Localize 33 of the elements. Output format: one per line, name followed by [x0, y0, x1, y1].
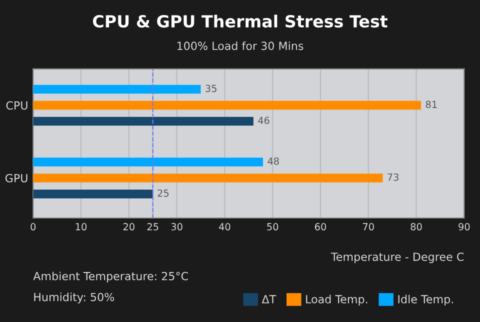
- data-label: 73: [388, 173, 398, 181]
- data-label: 25: [158, 189, 169, 197]
- x-tick-label: 10: [76, 223, 87, 230]
- x-tick-label: 80: [410, 223, 422, 230]
- data-label: 46: [258, 116, 270, 124]
- legend-label: Load Temp.: [306, 294, 368, 306]
- x-tick-label: 25: [147, 223, 158, 230]
- y-tick-label: CPU: [6, 101, 28, 110]
- legend-label: Idle Temp.: [398, 294, 453, 306]
- text: Ambient Temperature: 25°C: [33, 272, 188, 282]
- bar: [33, 158, 264, 166]
- y-tick-label: GPU: [5, 174, 28, 182]
- x-tick-label: 20: [123, 223, 134, 230]
- x-tick-label: 70: [362, 223, 374, 230]
- data-label: 81: [426, 100, 437, 108]
- chart-title: CPU & GPU Thermal Stress Test: [92, 14, 388, 28]
- data-label: 48: [268, 157, 279, 165]
- x-tick-label: 50: [267, 223, 278, 230]
- x-axis-title: Temperature - Degree C: [330, 252, 464, 264]
- bar: [33, 174, 383, 182]
- text: Humidity: 50%: [34, 292, 114, 304]
- bar: [33, 190, 153, 198]
- bar: [33, 116, 254, 126]
- x-tick-label: 30: [171, 223, 182, 230]
- chart-subtitle: 100% Load for 30 Mins: [177, 41, 304, 50]
- x-tick-label: 90: [458, 223, 470, 230]
- data-label: 35: [206, 84, 216, 92]
- x-tick-label: 60: [314, 223, 326, 230]
- x-tick-label: 40: [218, 223, 230, 230]
- bar: [33, 84, 201, 94]
- x-tick-label: 0: [30, 223, 36, 230]
- bar: [33, 100, 422, 110]
- legend-label: ΔT: [262, 295, 276, 304]
